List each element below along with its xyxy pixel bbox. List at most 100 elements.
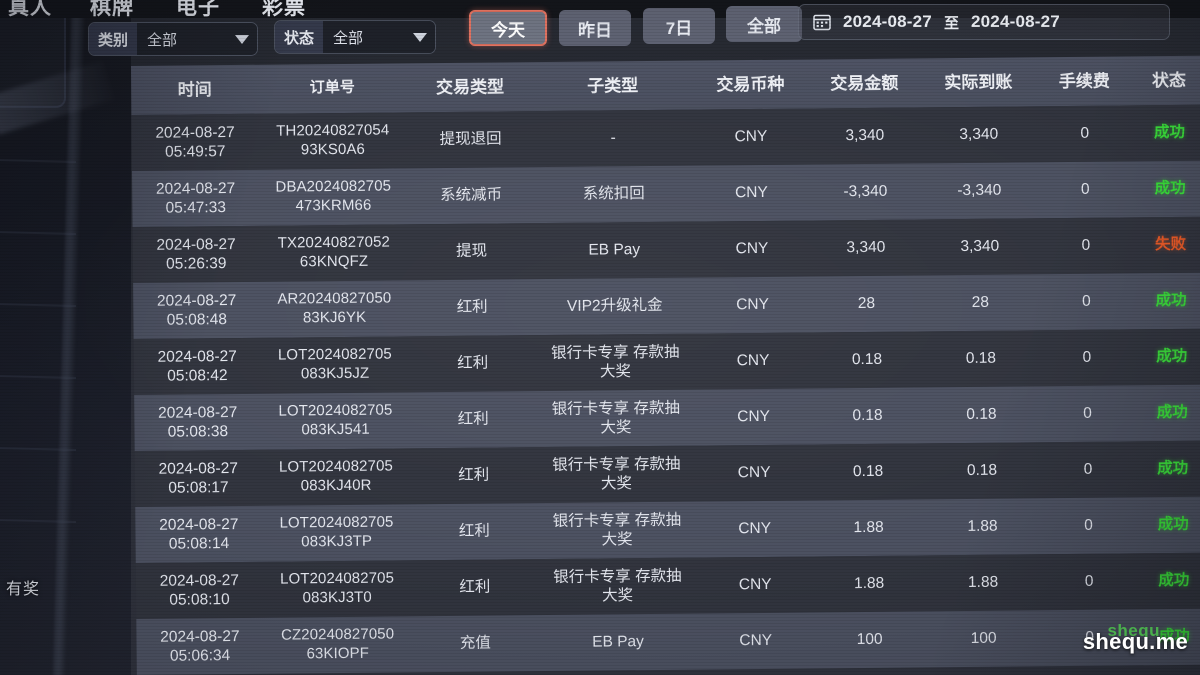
cell-time: 2024-08-27 05:08:14 (159, 515, 239, 553)
table-body: 2024-08-27 05:49:57 TH20240827054 93KS0A6… (131, 104, 1200, 675)
cell-order-id: LOT2024082705 083KJ40R (278, 457, 393, 495)
table-row[interactable]: 2024-08-27 05:08:42 LOT2024082705 083KJ5J… (133, 328, 1200, 395)
cell-fee: 0 (1083, 405, 1092, 423)
cell-currency: CNY (736, 296, 769, 314)
status-badge: 成功 (1156, 404, 1188, 422)
cell-sub-type: 银行卡专享 存款抽 大奖 (552, 511, 682, 549)
range-button-today-label: 今天 (491, 20, 525, 40)
cell-order-id: LOT2024082705 083KJ3T0 (280, 569, 395, 607)
cell-amount: 1.88 (853, 575, 885, 593)
cell-sub-type: 系统扣回 (582, 185, 645, 204)
cell-order-id: DBA2024082705 473KRM66 (275, 177, 392, 215)
column-header-order-id: 订单号 (309, 79, 356, 97)
table-row[interactable]: 2024-08-27 05:08:10 LOT2024082705 083KJ3T… (135, 552, 1200, 619)
cell-time: 2024-08-27 05:47:33 (155, 179, 236, 217)
status-badge: 失败 (1154, 236, 1187, 254)
cell-actual-amount: 0.18 (966, 462, 998, 480)
cell-amount: 3,340 (846, 239, 886, 257)
cell-order-id: LOT2024082705 083KJ3TP (279, 513, 394, 551)
cell-transaction-type: 红利 (457, 354, 489, 373)
top-nav-item-2[interactable]: 电子 (176, 0, 220, 18)
table-row[interactable]: 2024-08-27 05:08:17 LOT2024082705 083KJ40… (134, 440, 1200, 507)
column-header-status: 状态 (1151, 70, 1187, 91)
cell-actual-amount: 1.88 (967, 574, 999, 592)
calendar-icon (813, 13, 831, 31)
cell-currency: CNY (739, 632, 773, 650)
status-badge: 成功 (1154, 180, 1186, 198)
cell-transaction-type: 红利 (459, 578, 491, 597)
top-nav-item-3[interactable]: 彩票 (262, 0, 306, 18)
cell-amount: 0.18 (852, 407, 883, 425)
column-header-transaction-type: 交易类型 (435, 77, 505, 98)
cell-sub-type: 银行卡专享 存款抽 大奖 (551, 399, 681, 437)
cell-sub-type: - (610, 129, 616, 147)
table-row[interactable]: 2024-08-27 05:08:48 AR20240827050 83KJ6YK… (133, 272, 1200, 339)
range-button-yesterday-label: 昨日 (578, 20, 612, 40)
top-nav-item-0[interactable]: 真人 (8, 0, 52, 18)
range-button-today[interactable]: 今天 (469, 10, 547, 46)
chevron-down-icon (405, 21, 435, 53)
date-range-picker[interactable]: 2024-08-27 至 2024-08-27 (798, 4, 1170, 40)
cell-actual-amount: -3,340 (957, 182, 1002, 200)
filter-bar: 类别 全部 状态 全部 今天 昨日 7日 (88, 4, 1200, 66)
table-row[interactable]: 2024-08-27 05:08:14 LOT2024082705 083KJ3T… (135, 496, 1200, 563)
top-nav-bar: 真人 棋牌 电子 彩票 (0, 0, 1200, 18)
category-dropdown-value: 全部 (137, 23, 227, 55)
cell-fee: 0 (1081, 237, 1091, 255)
cell-fee: 0 (1080, 125, 1090, 143)
transactions-table: 时间 订单号 交易类型 子类型 交易币种 交易金额 实际到账 手续费 状态 2024-08-27… (131, 55, 1200, 675)
bezel-rung (0, 159, 77, 163)
table-row[interactable]: 2024-08-27 05:08:38 LOT2024082705 083KJ54… (134, 384, 1200, 451)
status-dropdown[interactable]: 状态 全部 (274, 20, 436, 54)
cell-currency: CNY (734, 128, 768, 146)
cell-currency: CNY (737, 408, 771, 426)
cell-time: 2024-08-27 05:06:34 (160, 627, 240, 665)
date-range-start: 2024-08-27 (843, 12, 932, 31)
sidebar-promo-label[interactable]: 有奖 (6, 581, 41, 598)
table-row[interactable]: 2024-08-27 05:06:34 CZ20240827050 63KIOPF… (136, 608, 1200, 675)
status-badge: 成功 (1157, 460, 1189, 478)
date-range-separator: 至 (943, 14, 959, 32)
cell-time: 2024-08-27 05:08:42 (157, 347, 237, 385)
cell-order-id: LOT2024082705 083KJ5JZ (277, 345, 392, 383)
table-row[interactable]: 2024-08-27 05:26:39 TX20240827052 63KNQFZ… (132, 216, 1200, 283)
cell-actual-amount: 3,340 (960, 238, 1000, 256)
cell-time: 2024-08-27 05:08:38 (158, 403, 238, 441)
range-button-all[interactable]: 全部 (726, 6, 802, 42)
column-header-amount: 交易金额 (830, 73, 899, 94)
cell-order-id: AR20240827050 83KJ6YK (277, 289, 392, 327)
range-button-7days[interactable]: 7日 (643, 8, 715, 44)
cell-amount: 100 (856, 631, 883, 649)
column-header-time: 时间 (177, 80, 212, 100)
cell-sub-type: VIP2升级礼金 (566, 297, 663, 316)
cell-currency: CNY (736, 352, 770, 370)
bezel-block (0, 0, 66, 108)
cell-order-id: TH20240827054 93KS0A6 (276, 121, 390, 159)
cell-currency: CNY (738, 576, 772, 594)
cell-sub-type: EB Pay (592, 633, 644, 651)
watermark-ghost: shequ (1107, 621, 1160, 640)
cell-transaction-type: 红利 (458, 522, 490, 541)
table-row[interactable]: 2024-08-27 05:49:57 TH20240827054 93KS0A6… (131, 104, 1200, 171)
status-dropdown-label: 状态 (275, 21, 324, 53)
cell-transaction-type: 提现退回 (439, 130, 502, 149)
category-dropdown[interactable]: 类别 全部 (88, 22, 258, 56)
cell-time: 2024-08-27 05:08:10 (159, 571, 240, 609)
cell-actual-amount: 100 (970, 630, 997, 648)
cell-sub-type: 银行卡专享 存款抽 大奖 (552, 455, 681, 493)
range-button-7days-label: 7日 (665, 18, 693, 38)
range-button-yesterday[interactable]: 昨日 (559, 10, 631, 46)
category-dropdown-label: 类别 (89, 23, 138, 55)
cell-order-id: LOT2024082705 083KJ541 (278, 401, 393, 439)
top-nav-item-1[interactable]: 棋牌 (90, 0, 134, 18)
cell-actual-amount: 1.88 (967, 518, 998, 536)
cell-actual-amount: 3,340 (959, 126, 999, 144)
cell-amount: 28 (857, 295, 876, 313)
watermark: shequ.me (1082, 629, 1188, 654)
status-dropdown-value: 全部 (323, 21, 405, 53)
cell-transaction-type: 红利 (458, 466, 490, 485)
table-row[interactable]: 2024-08-27 05:47:33 DBA2024082705 473KRM6… (132, 160, 1200, 227)
cell-sub-type: EB Pay (588, 241, 641, 260)
left-sidebar-bezel (0, 0, 131, 675)
column-header-fee: 手续费 (1058, 71, 1110, 92)
